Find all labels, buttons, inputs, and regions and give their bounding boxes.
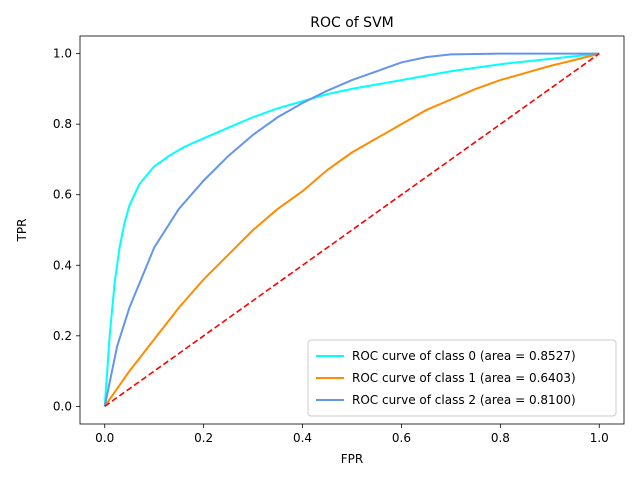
y-tick-label: 0.6 — [53, 188, 72, 202]
legend-entry-label: ROC curve of class 0 (area = 0.8527) — [352, 349, 576, 363]
y-tick-label: 0.4 — [53, 258, 72, 272]
legend-entry-label: ROC curve of class 1 (area = 0.6403) — [352, 371, 576, 385]
series-line-class-0 — [103, 52, 600, 407]
plot-frame — [79, 35, 625, 425]
series-line-class-2 — [103, 52, 600, 407]
legend: ROC curve of class 0 (area = 0.8527) ROC … — [307, 339, 617, 417]
y-tick-label: 1.0 — [53, 47, 72, 61]
legend-entry-label: ROC curve of class 2 (area = 0.8100) — [352, 393, 576, 407]
x-tick-label: 0.8 — [491, 431, 510, 445]
x-tick-label: 0.6 — [392, 431, 411, 445]
x-axis-label: FPR — [341, 452, 363, 466]
x-tick-label: 0.0 — [95, 431, 114, 445]
diagonal-reference-line — [104, 52, 600, 408]
x-tick-label: 1.0 — [590, 431, 609, 445]
x-tick-label: 0.2 — [194, 431, 213, 445]
x-tick-label: 0.4 — [293, 431, 312, 445]
chart-title: ROC of SVM — [310, 15, 393, 31]
legend-box — [307, 339, 617, 417]
y-axis-label: TPR — [15, 219, 29, 243]
series-line-class-1 — [103, 52, 600, 407]
y-tick-label: 0.0 — [53, 399, 72, 413]
y-tick-label: 0.2 — [53, 329, 72, 343]
y-tick-label: 0.8 — [53, 117, 72, 131]
